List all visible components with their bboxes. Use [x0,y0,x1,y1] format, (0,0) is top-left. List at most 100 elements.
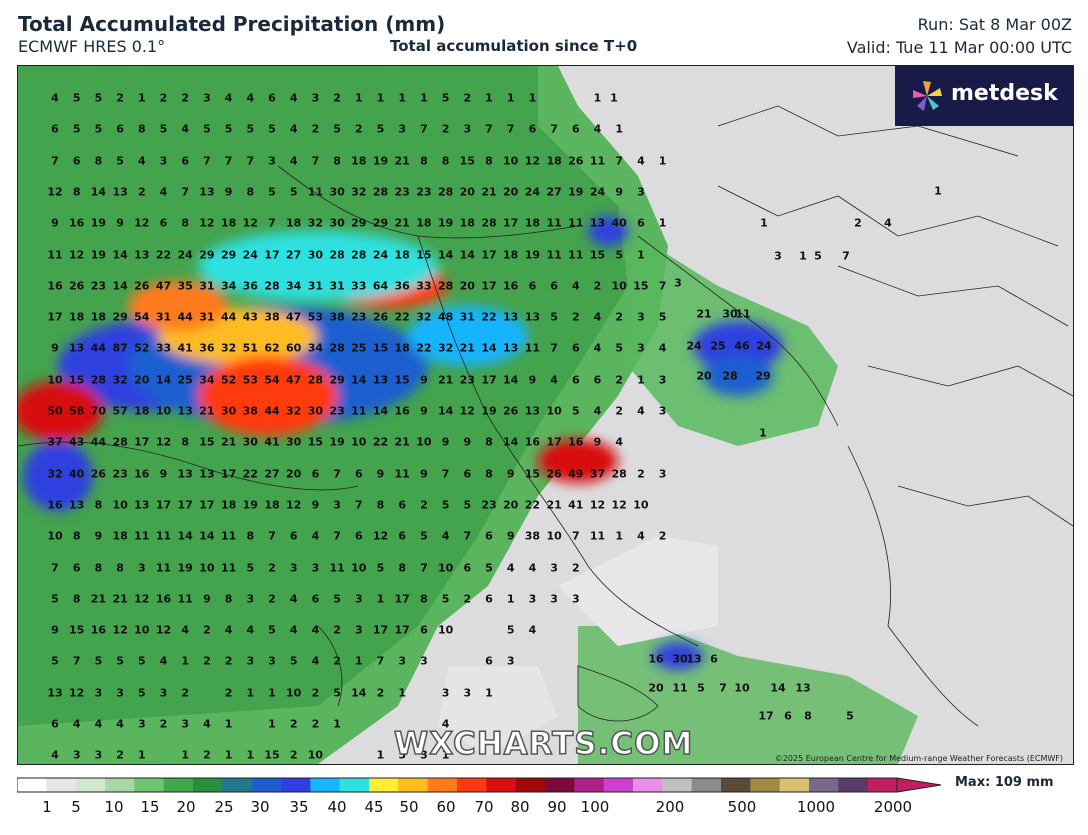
precip-value: 7 [268,529,276,543]
precip-value: 5 [72,122,81,136]
precip-value: 2 [203,654,211,668]
precip-value: 22 [155,248,172,261]
precip-value: 3 [137,561,146,574]
precip-value: 6 [116,122,124,136]
precip-value: 38 [524,529,541,543]
precip-value: 27 [546,185,562,199]
precip-value: 4 [593,122,602,136]
precip-value: 7 [842,249,850,263]
precip-value: 9 [51,341,59,355]
precip-value: 1 [224,748,233,762]
legend-tick-label: 1000 [796,798,836,816]
precip-value: 14 [770,681,786,695]
precip-value: 1 [333,717,341,731]
precip-value: 17 [481,279,497,293]
precip-value: 53 [307,310,324,324]
legend-color-swatch [486,778,517,792]
precip-value: 7 [246,154,255,168]
precip-value: 9 [506,529,515,543]
precip-value: 26 [90,467,107,481]
precip-value: 20 [286,467,302,481]
precip-value: 30 [722,307,738,321]
pinwheel-logo-icon [913,81,942,111]
precip-value: 32 [220,341,237,355]
precip-value: 1 [246,748,255,762]
precip-value: 16 [394,404,410,418]
precip-value: 27 [264,467,280,481]
legend-color-swatch [457,778,487,792]
legend-color-swatch [750,778,781,792]
precip-value: 2 [376,686,385,700]
precip-value: 7 [51,561,59,574]
legend-tick-label: 20 [176,798,196,816]
precip-value: 23 [416,185,432,199]
precip-value: 8 [94,154,103,168]
precip-value: 14 [112,279,128,293]
precip-value: 12 [286,498,302,512]
precip-value: 1 [637,373,645,387]
precip-value: 16 [69,216,85,230]
precip-value: 4 [637,154,645,168]
precip-value: 11 [589,154,606,168]
precip-value: 1 [506,592,515,606]
precip-value: 3 [658,404,667,418]
precip-value: 34 [307,341,324,355]
precip-value: 22 [394,310,410,324]
precip-value: 21 [394,435,410,449]
precip-value: 29 [199,248,215,261]
precip-value: 1 [137,748,146,762]
legend-color-swatch [310,778,341,792]
precip-value: 60 [286,341,302,355]
precip-value: 15 [372,341,389,355]
precip-value: 2 [159,91,168,105]
precip-value: 5 [94,91,103,105]
precip-value: 1 [420,91,428,105]
precip-value: 18 [459,216,475,230]
precip-value: 7 [550,122,558,136]
precip-value: 1 [376,91,385,105]
precip-value: 3 [289,561,298,574]
precip-value: 21 [437,373,454,387]
precip-value: 3 [333,498,341,512]
precip-value: 4 [441,529,450,543]
precip-value: 10 [155,404,172,418]
precip-value: 19 [524,248,541,261]
precip-value: 6 [571,373,580,387]
precip-value: 24 [524,185,541,199]
precip-value: 19 [177,561,193,574]
precip-value: 29 [755,369,771,383]
precip-value: 11 [134,529,150,543]
precip-value: 10 [437,623,454,637]
precip-value: 3 [137,717,146,731]
precip-value: 70 [90,404,107,418]
precip-value: 17 [199,498,215,512]
precip-value: 17 [134,435,150,449]
precip-value: 3 [94,748,103,762]
precip-value: 1 [354,654,363,668]
map-basemap [18,66,1073,764]
precip-value: 7 [181,185,190,199]
precip-value: 21 [90,592,107,606]
precip-value: 13 [524,310,541,324]
precip-value: 6 [72,154,81,168]
precip-value: 2 [203,623,211,637]
legend-tick-label: 30 [250,798,270,816]
legend-color-swatch [545,778,575,792]
precip-value: 10 [503,154,519,168]
precip-value: 62 [264,341,280,355]
precip-value: 40 [611,216,627,230]
legend-color-swatch [46,778,77,792]
precip-value: 4 [289,623,298,637]
precip-value: 47 [155,279,172,293]
precip-value: 21 [220,435,237,449]
precip-value: 50 [47,404,63,418]
precip-value: 33 [155,341,172,355]
precip-value: 4 [181,623,190,637]
precip-value: 2 [116,91,124,105]
precip-value: 41 [568,498,584,512]
legend-color-bar [17,777,942,793]
legend-color-swatch [17,778,47,792]
precip-value: 6 [710,652,718,666]
precip-value: 40 [69,467,85,481]
